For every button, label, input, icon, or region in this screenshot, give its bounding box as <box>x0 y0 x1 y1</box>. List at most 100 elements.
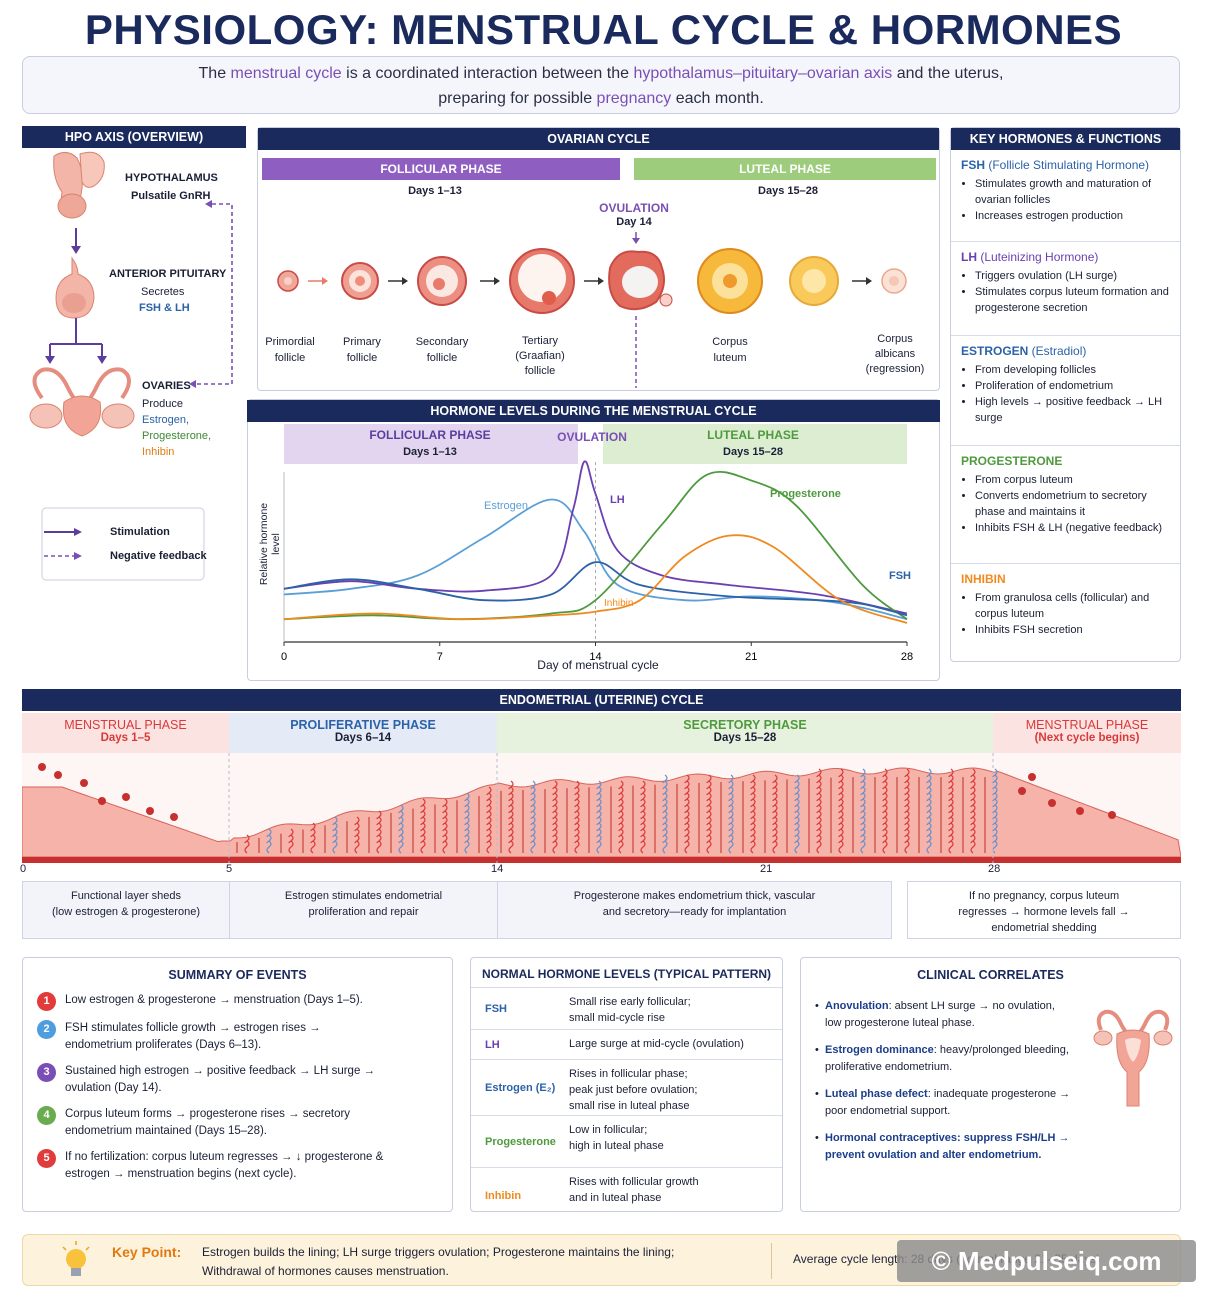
endo-next-menstrual-phase: MENSTRUAL PHASE (Next cycle begins) <box>993 713 1181 753</box>
spiral-artery <box>244 834 250 854</box>
summary-number-badge: 3 <box>37 1063 56 1082</box>
stage-label-secondary: Secondary follicle <box>415 336 469 364</box>
blood-drop <box>146 807 154 815</box>
hpo-axis-panel: HPO AXIS (OVERVIEW) <box>22 126 246 601</box>
stage-label-corpus-luteum: Corpus luteum <box>712 336 748 364</box>
endo-proliferative-phase: PROLIFERATIVE PHASE Days 6–14 <box>229 713 497 753</box>
corpus-luteum-regressing-icon <box>789 256 839 306</box>
clinical-header: CLINICAL CORRELATES <box>917 968 1064 982</box>
primary-follicle-icon <box>341 262 379 300</box>
spiral-artery <box>904 768 910 854</box>
summary-number-badge: 4 <box>37 1106 56 1125</box>
spiral-artery <box>354 816 360 854</box>
key-estrogen-section: ESTROGEN (Estradiol) From developing fol… <box>951 336 1180 446</box>
spiral-artery <box>838 768 844 854</box>
blood-drop <box>170 813 178 821</box>
summary-number-badge: 2 <box>37 1020 56 1039</box>
clinical-panel: CLINICAL CORRELATES Anovulation: absent … <box>800 957 1181 1212</box>
hormone-chart: 0 7 14 21 28 <box>281 424 913 663</box>
ovulation-label: OVULATION <box>599 201 669 215</box>
spiral-artery <box>882 768 888 854</box>
spiral-artery <box>398 804 404 854</box>
endometrium-layer <box>22 767 1181 858</box>
tertiary-follicle-icon <box>509 248 575 314</box>
x-tick-label: 7 <box>437 651 443 663</box>
endo-desc-shedding: If no pregnancy, corpus luteum regresses … <box>907 881 1181 939</box>
watermark: © Medpulseiq.com <box>897 1240 1196 1282</box>
normal-level-row: Inhibin Rises with follicular growth and i… <box>485 1176 699 1204</box>
endo-desc-secretory: Progesterone makes endometrium thick, va… <box>497 881 892 939</box>
basal-layer <box>22 857 1181 863</box>
gnrh-label: Pulsatile GnRH <box>131 190 211 202</box>
blood-drop <box>80 779 88 787</box>
spiral-artery <box>376 810 382 854</box>
endo-menstrual-phase: MENSTRUAL PHASE Days 1–5 <box>22 713 229 753</box>
ovarian-luteal-days: Days 15–28 <box>758 185 818 197</box>
hpo-diagram <box>29 151 233 581</box>
endometrial-cycle-panel: ENDOMETRIAL (UTERINE) CYCLE MENSTRUAL PH… <box>20 689 1181 943</box>
blood-drop <box>1018 787 1026 795</box>
spiral-artery <box>816 768 822 854</box>
spiral-artery <box>486 786 492 854</box>
corpus-luteum-icon <box>697 248 763 314</box>
chart-xlabel: Day of menstrual cycle <box>537 658 659 672</box>
spiral-artery <box>618 780 624 854</box>
spiral-artery <box>970 768 976 854</box>
series-label-fsh: FSH <box>889 570 911 582</box>
spiral-artery <box>310 822 316 854</box>
intro-text: each month. <box>671 90 764 107</box>
normal-level-row: LH Large surge at mid-cycle (ovulation) <box>471 1030 782 1060</box>
ovarian-cycle-panel: OVARIAN CYCLE FOLLICULAR PHASE LUTEAL PH… <box>257 127 940 391</box>
normal-level-row: Progesterone Low in follicular; high in lu… <box>471 1116 782 1168</box>
blood-drop <box>1108 811 1116 819</box>
chart-ovulation-label: OVULATION <box>557 430 627 444</box>
blood-drop <box>54 771 62 779</box>
follicle-stages-diagram <box>277 232 907 388</box>
x-tick-label: 21 <box>745 651 757 663</box>
ovarian-luteal-bar: LUTEAL PHASE <box>634 158 936 180</box>
clinical-item: Luteal phase defect: inadequate progeste… <box>815 1086 1085 1120</box>
chart-luteal-days: Days 15–28 <box>723 446 783 458</box>
x-tick-label: 28 <box>901 651 913 663</box>
series-line-progesterone <box>283 470 908 621</box>
x-tick-label: 0 <box>281 651 287 663</box>
blood-drop <box>1076 807 1084 815</box>
chart-luteal-label: LUTEAL PHASE <box>707 428 799 442</box>
blood-drop <box>1048 799 1056 807</box>
ovaries-label: OVARIES <box>142 380 191 392</box>
spiral-artery <box>992 768 998 854</box>
secondary-follicle-icon <box>417 256 467 306</box>
endometrium-illustration <box>22 753 1181 863</box>
spiral-artery <box>662 774 668 854</box>
spiral-artery <box>860 768 866 854</box>
summary-item: 1 Low estrogen & progesterone → menstruat… <box>37 992 438 1011</box>
key-point-label: Key Point: <box>112 1244 182 1260</box>
normal-level-row: Estrogen (E₂) Rises in follicular phase; p… <box>471 1060 782 1116</box>
summary-number-badge: 5 <box>37 1149 56 1168</box>
hypothalamus-icon <box>53 151 105 219</box>
ovaries-icon <box>29 367 135 437</box>
spiral-artery <box>794 774 800 854</box>
secretes-label: Secretes <box>141 286 185 298</box>
estrogen-label: Estrogen, <box>142 414 190 426</box>
ovulation-day: Day 14 <box>616 216 652 228</box>
spiral-artery <box>926 768 932 854</box>
pituitary-label: ANTERIOR PITUITARY <box>109 268 227 280</box>
normal-levels-panel: NORMAL HORMONE LEVELS (TYPICAL PATTERN) … <box>470 957 783 1212</box>
series-line-inhibin <box>283 534 908 624</box>
spiral-artery <box>948 768 954 854</box>
normal-level-row: FSH Small rise early follicular; small mid… <box>471 988 782 1030</box>
blood-drop <box>98 797 106 805</box>
endometrial-header: ENDOMETRIAL (UTERINE) CYCLE <box>22 689 1181 711</box>
x-tick-label: 14 <box>589 651 601 663</box>
series-label-estrogen: Estrogen <box>484 500 529 512</box>
intro-highlight: pregnancy <box>596 90 672 107</box>
hormone-chart-panel: HORMONE LEVELS DURING THE MENSTRUAL CYCL… <box>247 399 940 681</box>
summary-header: SUMMARY OF EVENTS <box>168 968 307 982</box>
chart-luteal-band <box>603 424 907 464</box>
summary-item: 4 Corpus luteum forms → progesterone rise… <box>37 1106 438 1140</box>
hypothalamus-label: HYPOTHALAMUS <box>125 172 218 184</box>
intro-text: and the uterus, <box>892 65 1004 82</box>
legend-stimulation: Stimulation <box>110 526 170 538</box>
spiral-artery <box>750 774 756 854</box>
